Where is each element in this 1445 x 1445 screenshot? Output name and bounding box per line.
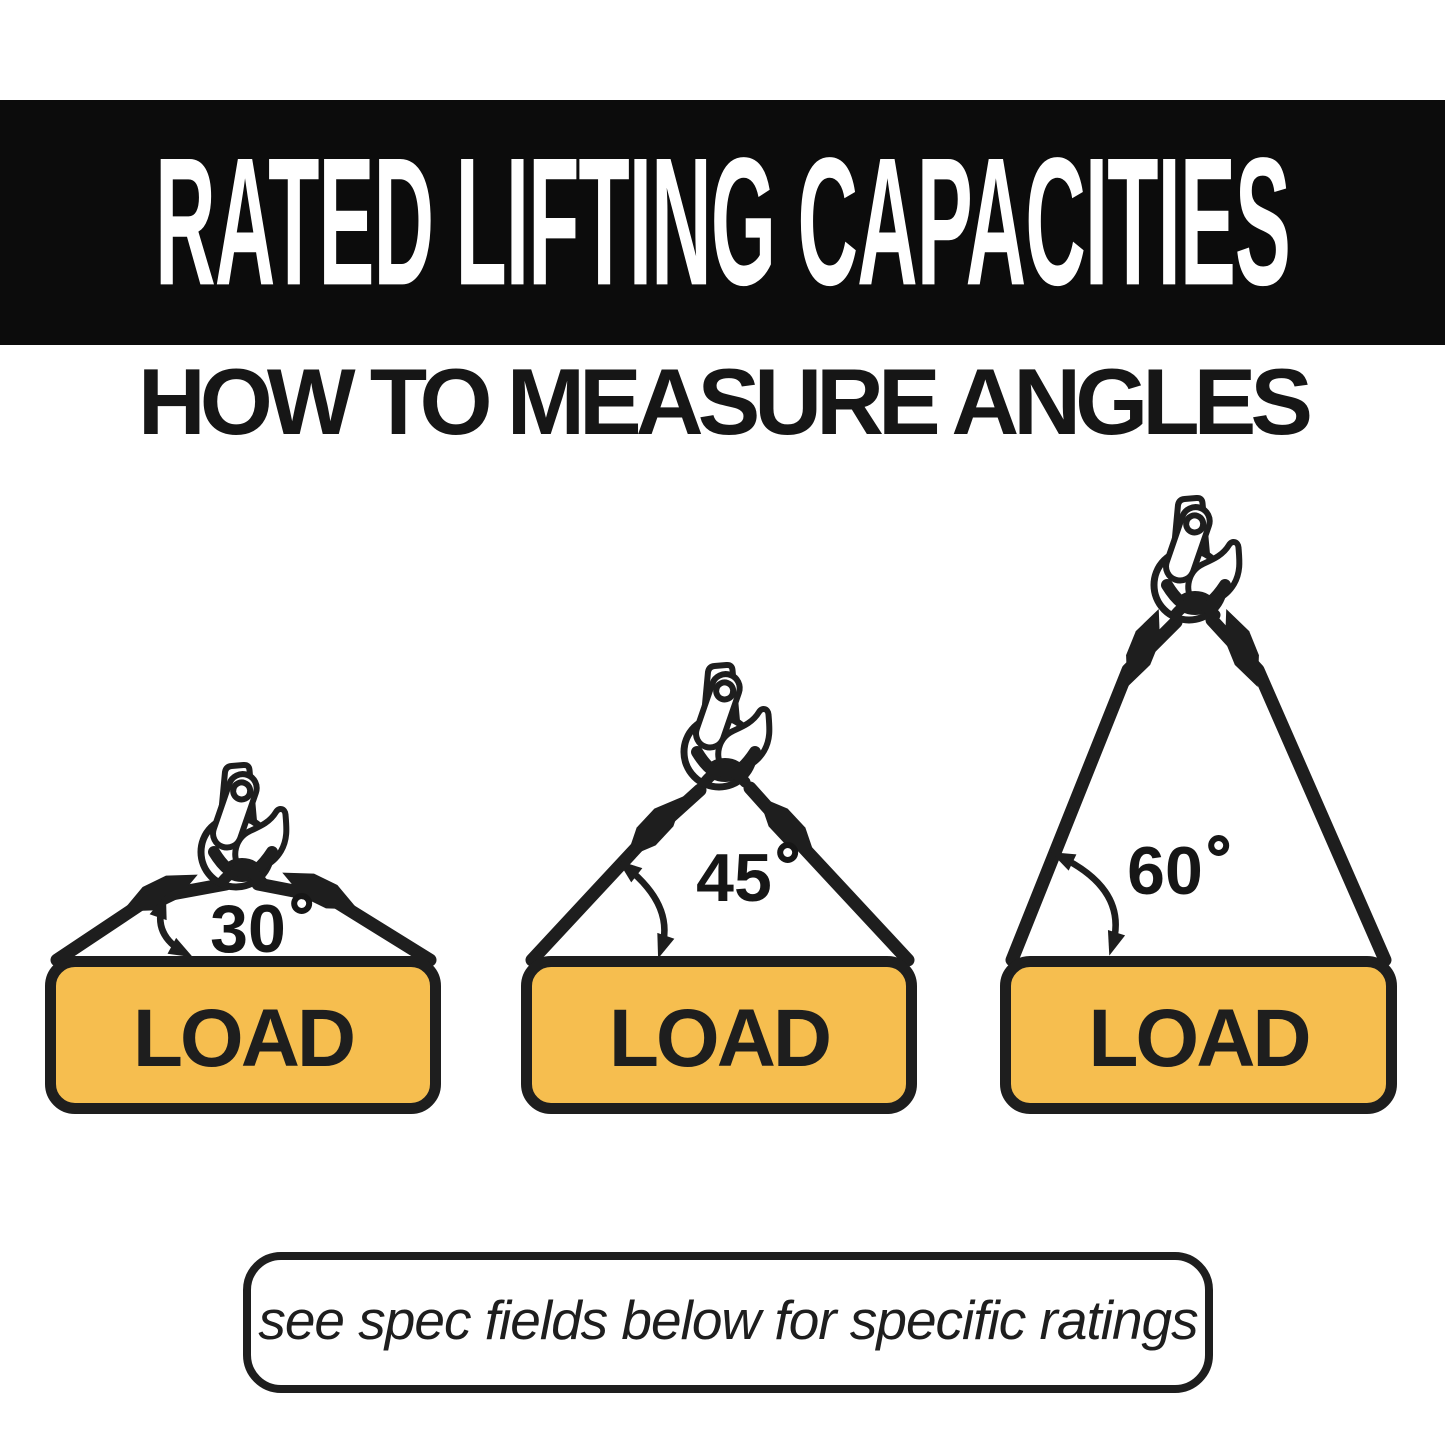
note-text: see spec fields below for specific ratin… [258, 1288, 1198, 1351]
rig-60-degree [1005, 498, 1392, 967]
rig-30-degree [50, 765, 437, 967]
crane-hook-icon [1154, 498, 1239, 620]
angle-value: 45 [696, 840, 772, 916]
angle-value: 30 [210, 891, 286, 967]
angle-label-60: 60 [1127, 833, 1229, 909]
note-box: see spec fields below for specific ratin… [243, 1252, 1213, 1393]
rig-45-degree [525, 665, 915, 967]
angle-arrow-icon [149, 894, 193, 958]
sling-eye-icon [616, 787, 694, 867]
degree-icon [776, 842, 798, 863]
load-box-45: LOAD [521, 956, 917, 1114]
load-box-60: LOAD [1000, 956, 1397, 1114]
degree-icon [290, 893, 312, 914]
subtitle: HOW TO MEASURE ANGLES [137, 349, 1313, 454]
angle-value: 60 [1127, 833, 1203, 909]
load-label: LOAD [1088, 993, 1311, 1084]
angle-arrow-icon [617, 860, 675, 959]
angle-arrow-icon [1050, 852, 1126, 956]
sling-right-60 [1205, 613, 1392, 967]
sling-left-60 [1005, 615, 1183, 967]
angle-label-45: 45 [696, 840, 798, 916]
angle-label-30: 30 [210, 891, 312, 967]
banner: RATED LIFTING CAPACITIES [0, 100, 1445, 345]
load-label: LOAD [132, 993, 356, 1084]
crane-hook-icon [201, 765, 286, 887]
degree-icon [1207, 835, 1229, 856]
crane-hook-icon [684, 665, 769, 787]
banner-title: RATED LIFTING CAPACITIES [155, 119, 1291, 324]
load-label: LOAD [608, 993, 832, 1084]
load-box-30: LOAD [45, 956, 441, 1114]
